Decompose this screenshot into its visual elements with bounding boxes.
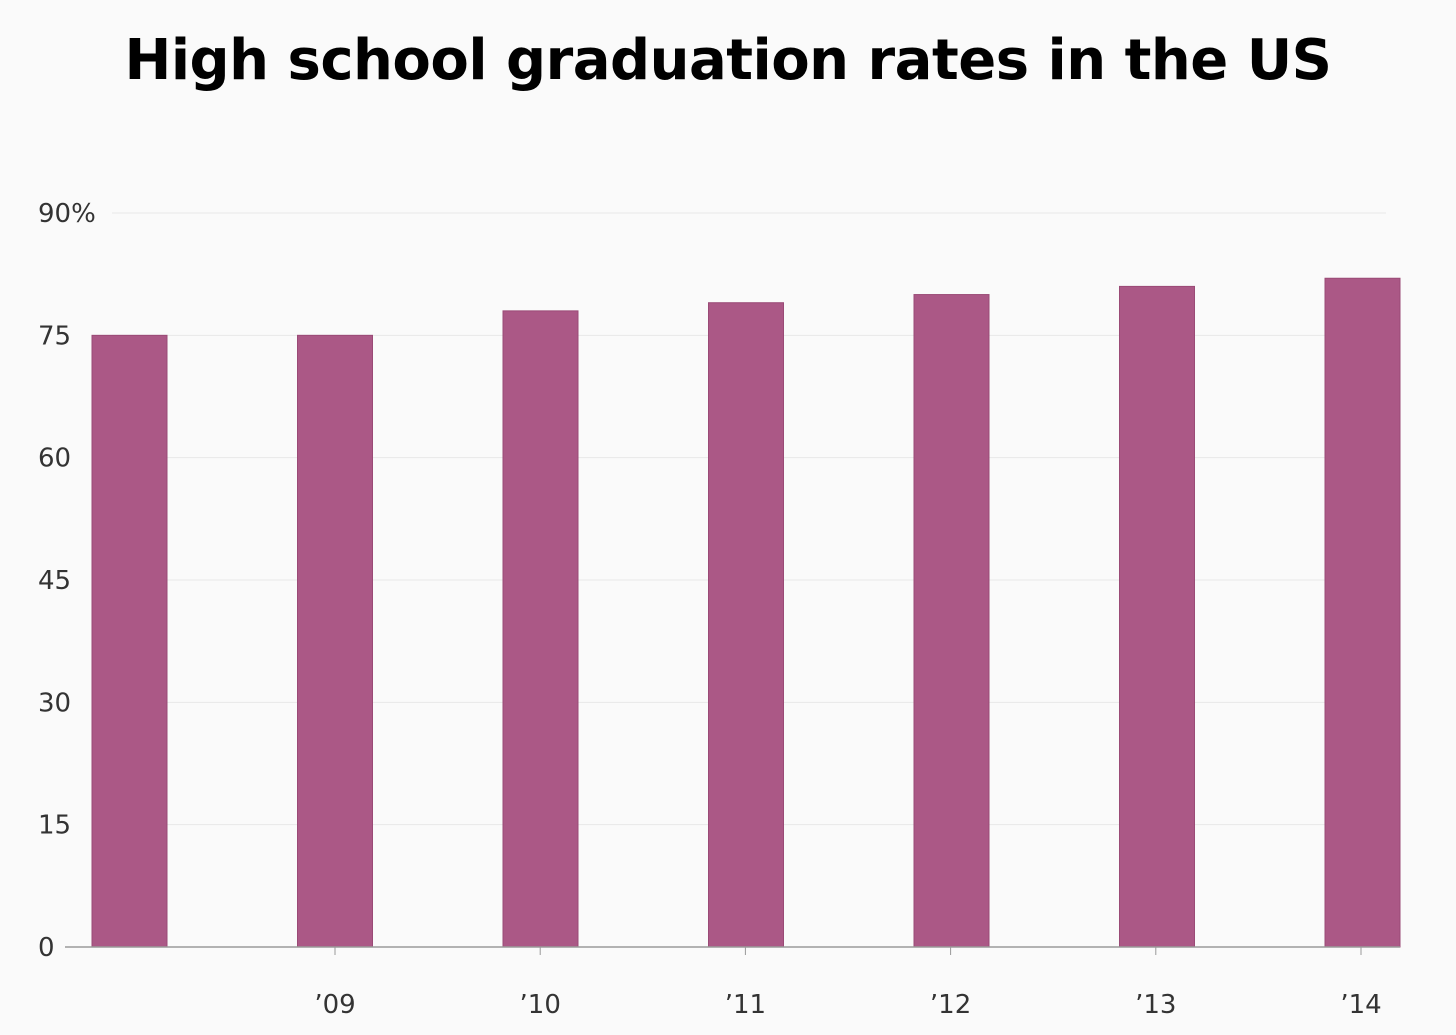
bar: [297, 334, 373, 948]
y-tick-label: 30: [38, 688, 71, 718]
bar: [913, 294, 990, 948]
x-tick-label: ’11: [725, 990, 766, 1020]
y-tick-label: 90%: [38, 199, 96, 229]
x-tick-label: ’10: [520, 990, 561, 1020]
bar: [1119, 285, 1195, 948]
bar: [1324, 277, 1401, 948]
y-tick-label: 45: [38, 566, 71, 596]
x-axis-labels: ’09 ’10 ’11 ’12 ’13 ’14: [314, 990, 1381, 1020]
bars: [91, 277, 1401, 948]
y-tick-label: 0: [38, 933, 55, 963]
y-tick-label: 60: [38, 444, 71, 474]
y-tick-label: 15: [38, 811, 71, 841]
y-tick-label: 75: [38, 321, 71, 351]
chart-title: High school graduation rates in the US: [124, 28, 1332, 93]
bar: [502, 310, 579, 948]
x-tick-label: ’14: [1340, 990, 1381, 1020]
x-tick-label: ’13: [1135, 990, 1176, 1020]
bar: [91, 334, 168, 948]
x-axis: [65, 946, 1400, 955]
bar: [708, 302, 784, 948]
x-tick-label: ’09: [314, 990, 355, 1020]
x-tick-label: ’12: [930, 990, 971, 1020]
y-axis-labels: 0 15 30 45 60 75 90%: [38, 199, 96, 963]
